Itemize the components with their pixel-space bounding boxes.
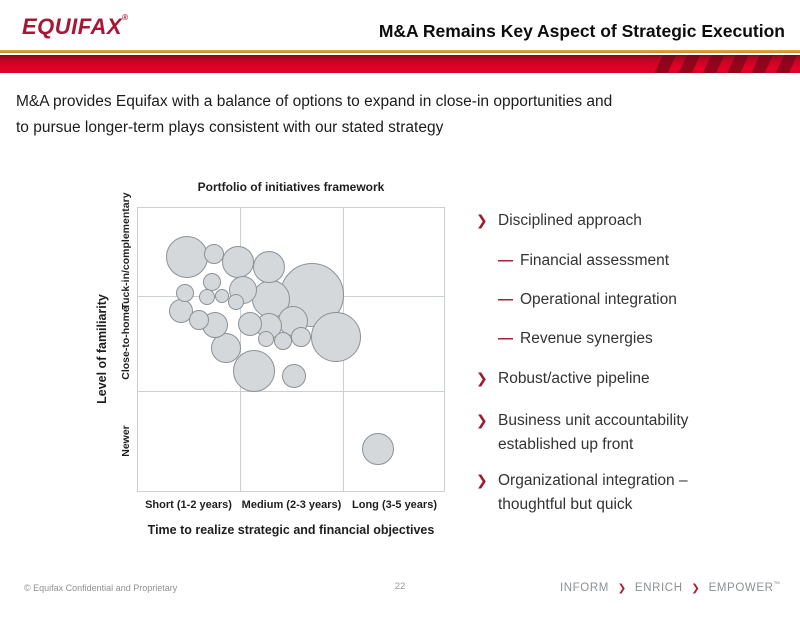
chart-bubble xyxy=(282,364,306,388)
bullet-operational-integration: — Operational integration xyxy=(498,288,755,312)
chart-plot xyxy=(137,207,445,492)
trademark-icon: ™ xyxy=(773,581,781,588)
gold-divider xyxy=(0,50,800,53)
chart-bubble xyxy=(176,284,194,302)
chart-bubble xyxy=(233,350,275,392)
bullet-business-unit-accountability: ❯ Business unit accountability establish… xyxy=(476,409,733,457)
bullet-text: Financial assessment xyxy=(520,252,670,269)
x-category-long: Long (3-5 years) xyxy=(352,499,437,511)
registered-trademark-icon: ® xyxy=(122,13,129,22)
x-category-short: Short (1-2 years) xyxy=(145,499,232,511)
chart-bubble xyxy=(166,236,208,278)
slide-title: M&A Remains Key Aspect of Strategic Exec… xyxy=(378,21,785,41)
dash-bullet-icon: — xyxy=(498,291,513,308)
chevron-bullet-icon: ❯ xyxy=(476,473,488,489)
y-axis-title: Level of familiarity xyxy=(95,294,109,404)
chevron-bullet-icon: ❯ xyxy=(476,371,488,387)
bullet-financial-assessment: — Financial assessment xyxy=(498,249,755,273)
intro-text: M&A provides Equifax with a balance of o… xyxy=(16,89,716,141)
dash-bullet-icon: — xyxy=(498,252,513,269)
chart-bubble xyxy=(199,289,215,305)
chart-bubble xyxy=(238,312,262,336)
chevron-separator-icon: ❯ xyxy=(691,583,700,594)
tagline-enrich: ENRICH xyxy=(634,582,683,594)
equifax-logo-text: EQUIFAX xyxy=(22,14,123,39)
bullet-robust-pipeline: ❯ Robust/active pipeline xyxy=(476,367,733,391)
chart-bubble xyxy=(204,244,224,264)
bullet-text: Operational integration xyxy=(520,291,677,308)
chart-title: Portfolio of initiatives framework xyxy=(197,180,385,194)
chart-bubble xyxy=(362,433,394,465)
x-axis-title: Time to realize strategic and financial … xyxy=(147,523,435,537)
y-category-newer: Newer xyxy=(120,425,132,457)
chart-bubble xyxy=(222,246,254,278)
y-category-close-to-home: Close-to-home xyxy=(120,306,132,380)
intro-line-1: M&A provides Equifax with a balance of o… xyxy=(16,93,613,110)
chart-bubble xyxy=(274,332,292,350)
chevron-bullet-icon: ❯ xyxy=(476,213,488,229)
chart-bubble xyxy=(215,289,229,303)
tagline-inform: INFORM xyxy=(559,582,609,594)
chart-bubble xyxy=(258,331,274,347)
copyright-text: © Equifax Confidential and Proprietary xyxy=(24,583,178,593)
page-number: 22 xyxy=(394,581,406,592)
chart-bubble xyxy=(211,333,241,363)
chart-bubble xyxy=(189,310,209,330)
x-category-medium: Medium (2-3 years) xyxy=(241,499,342,511)
y-category-tuck-in: Tuck-in/complementary xyxy=(120,192,132,310)
chevron-separator-icon: ❯ xyxy=(617,583,627,594)
intro-line-2: to pursue longer-term plays consistent w… xyxy=(16,119,444,136)
dash-bullet-icon: — xyxy=(498,330,513,347)
bullet-text: Organizational integration – thoughtful … xyxy=(498,472,688,513)
bullet-organizational-integration: ❯ Organizational integration – thoughtfu… xyxy=(476,469,733,517)
red-banner xyxy=(0,55,800,73)
chart-bubble xyxy=(291,327,311,347)
chart-bubble xyxy=(253,251,285,283)
bullet-text: Robust/active pipeline xyxy=(498,370,650,387)
bullet-text: Business unit accountability established… xyxy=(498,412,689,453)
tagline-empower: EMPOWER xyxy=(708,582,774,594)
banner-diagonal-stripes-decoration xyxy=(650,55,800,73)
chevron-bullet-icon: ❯ xyxy=(476,413,488,429)
bullet-text: Revenue synergies xyxy=(520,330,653,347)
bullet-disciplined-approach: ❯ Disciplined approach xyxy=(476,209,733,233)
equifax-logo: EQUIFAX® xyxy=(22,13,129,40)
bullet-revenue-synergies: — Revenue synergies xyxy=(498,327,755,351)
bullet-text: Disciplined approach xyxy=(498,212,642,229)
chart-bubble xyxy=(228,294,244,310)
chart-bubble xyxy=(311,312,361,362)
tagline: INFORM ❯ ENRICH ❯ EMPOWER™ xyxy=(559,581,781,594)
